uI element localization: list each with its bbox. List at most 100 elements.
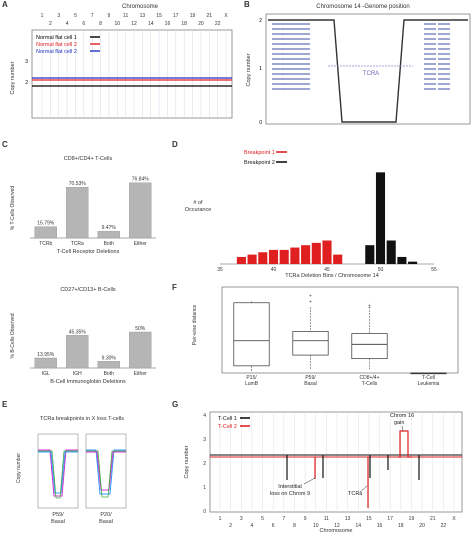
panel-a-chrom-top-3: 3 [57, 13, 60, 19]
panel-g-chrom-top-15: 15 [366, 516, 372, 522]
panel-d-bar [333, 254, 343, 264]
panel-b-title: Chromosome 14 -Genome position [316, 4, 409, 10]
panel-a-chrom-top-1: 1 [41, 13, 44, 19]
panel-g-chrom-top-21: 21 [430, 516, 436, 522]
panel-e: E TCRa breakpoints in X loss T-cells Cop… [0, 400, 160, 535]
panel-c-bottom-bar-either [129, 331, 152, 369]
panel-a-chrom-top-19: 19 [190, 13, 196, 19]
panel-g-label: G [172, 400, 179, 409]
panel-c-bottom-category-label: IGH [73, 371, 82, 377]
panel-a-chrom-bottom-20: 20 [198, 21, 204, 27]
panel-d-bar [236, 256, 246, 264]
panel-f-category-label: T-Cell [422, 375, 435, 381]
panel-f-category-label: CD8+/4+ [359, 375, 379, 381]
panel-f-outlier: + [309, 294, 312, 300]
panel-d-xtick: 55 [431, 267, 437, 273]
panel-a-chrom-top-X: X [224, 13, 228, 19]
panel-c-bottom-bar-both [97, 361, 120, 369]
panel-f-category-label: LumB [245, 381, 259, 387]
panel-a-chrom-bottom-22: 22 [215, 21, 221, 27]
panel-d-legend-1: Breakpoint 1 [244, 150, 275, 156]
panel-g-xlabel: Chromosome [319, 528, 352, 534]
panel-g-gain [398, 430, 412, 458]
panel-g-chrom-bottom-2: 2 [229, 523, 232, 529]
panel-e-group-1-b: Basal [51, 519, 65, 525]
panel-a-label: A [2, 0, 8, 9]
panel-d-xtick: 35 [217, 267, 223, 273]
panel-f-box [233, 302, 270, 367]
panel-f-outlier: + [368, 303, 371, 309]
panel-d-bar [279, 249, 289, 264]
panel-g-annotation-interstitial-1: Interstitial [278, 484, 302, 490]
panel-g-chrom-top-13: 13 [345, 516, 351, 522]
panel-a-chrom-bottom-10: 10 [114, 21, 120, 27]
panel-e-trace-2c [86, 450, 126, 498]
panel-e-trace-2b [86, 451, 126, 491]
panel-c-bottom-value-label: 50% [135, 326, 146, 332]
panel-a-chrom-top-5: 5 [74, 13, 77, 19]
panel-c-top-value-label: 76.84% [132, 177, 150, 183]
panel-d-xtick: 40 [271, 267, 277, 273]
panel-a-chrom-top-15: 15 [156, 13, 162, 19]
panel-b: B Chromosome 14 -Genome position Copy nu… [238, 0, 474, 130]
panel-f-box [292, 331, 329, 356]
panel-g-plot-frame [209, 411, 463, 513]
panel-a-chrom-top-13: 13 [140, 13, 146, 19]
panel-a-chrom-top-9: 9 [108, 13, 111, 19]
panel-a-ytick-2: 2 [25, 80, 28, 86]
panel-d: D # of Occurance TCRa Deletion Bins / Ch… [172, 140, 472, 280]
panel-b-ytick-1: 1 [259, 66, 262, 72]
panel-g-ytick-4: 4 [203, 413, 206, 419]
panel-f-category-label: Leukemia [418, 381, 440, 387]
panel-e-frame-1 [37, 433, 79, 509]
panel-f-ylabel: Pair-wise distance [192, 304, 198, 345]
panel-g-ytick-2: 2 [203, 461, 206, 467]
panel-g-chrom-bottom-22: 22 [441, 523, 447, 529]
panel-d-bar [408, 261, 418, 264]
panel-d-bar [290, 247, 300, 264]
panel-a-chrom-bottom-14: 14 [148, 21, 154, 27]
panel-c-bottom-category-label: Either [134, 371, 147, 377]
panel-g-chrom-top-5: 5 [261, 516, 264, 522]
panel-f-category-label: T-Cells [362, 381, 378, 387]
panel-a-ytick-3: 3 [25, 59, 28, 65]
panel-c-top-value-label: 15.79% [37, 221, 55, 227]
panel-d-xtick: 50 [378, 267, 384, 273]
panel-a-chrom-bottom-4: 4 [66, 21, 69, 27]
panel-c-top-ylabel: % T-Cells Observed [10, 186, 16, 231]
panel-a-chrom-bottom-12: 12 [131, 21, 137, 27]
panel-c-bottom-ylabel: % B-Cells Observed [10, 313, 16, 358]
panel-d-bar [258, 252, 268, 264]
panel-g-chrom-bottom-14: 14 [355, 523, 361, 529]
panel-c-top-category-label: Either [134, 241, 147, 247]
panel-f: F Pair-wise distance P15/LumB + + P59/Basal… [172, 283, 472, 390]
panel-g-chrom-top-1: 1 [219, 516, 222, 522]
panel-g-annotation-tcra: TCRa [348, 491, 363, 497]
panel-a-legend-1: Normal flat cell 1 [36, 35, 77, 41]
panel-c-bottom-xlabel: B-Cell Immunoglobin Deletions [50, 379, 126, 385]
panel-c-bottom-title: CD27+/CD13+ B-Cells [60, 287, 116, 293]
panel-e-trace-1b [38, 451, 78, 494]
panel-g-chrom-bottom-4: 4 [251, 523, 254, 529]
panel-c-top-category-label: Both [104, 241, 115, 247]
panel-e-trace-1c [38, 450, 78, 499]
panel-f-outlier: + [368, 305, 371, 311]
panel-d-bar [301, 245, 311, 264]
panel-e-title: TCRa breakpoints in X loss T-cells [40, 416, 124, 422]
panel-g-chrom-bottom-6: 6 [272, 523, 275, 529]
panel-d-bar [397, 256, 407, 264]
panel-c-top-category-label: TCRb [39, 241, 52, 247]
panel-d-xlabel: TCRa Deletion Bins / Chromosome 14 [285, 273, 379, 279]
panel-g-chrom-top-X: X [452, 516, 456, 522]
panel-g-ytick-0: 0 [203, 509, 206, 515]
panel-e-label: E [2, 400, 8, 409]
panel-g-chrom-bottom-10: 10 [313, 523, 319, 529]
panel-e-group-2-b: Basal [99, 519, 113, 525]
panel-c-bottom-value-label: 45.35% [69, 329, 87, 335]
panel-g-chrom-bottom-12: 12 [334, 523, 340, 529]
panel-c: C CD8+/CD4+ T-Cells % T-Cells Observed T… [0, 140, 160, 390]
panel-f-label: F [172, 283, 177, 292]
panel-d-bar [247, 254, 257, 264]
panel-d-label: D [172, 140, 178, 149]
